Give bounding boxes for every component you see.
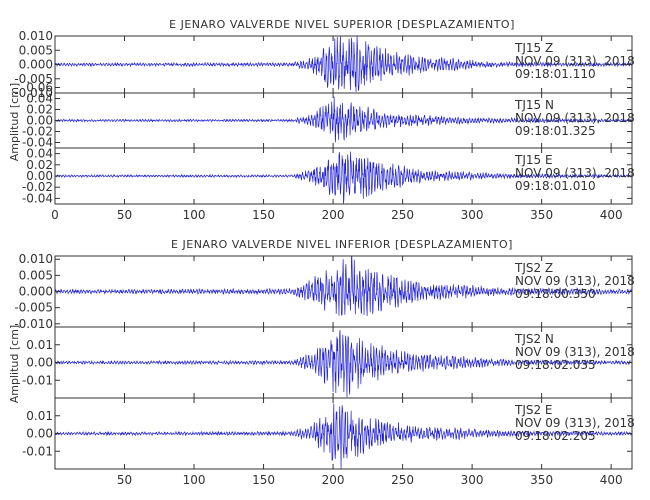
time-label: 09:18:02.205 — [515, 429, 596, 443]
station-label: TJS2 Z — [514, 261, 553, 275]
y-tick-label: 0.005 — [19, 43, 53, 57]
y-tick-label: 0.005 — [19, 268, 53, 282]
y-tick-label: 0.02 — [26, 158, 53, 172]
y-tick-label: 0.00 — [26, 356, 53, 370]
lower-ylabel: Amplitud [cm] — [8, 325, 21, 403]
y-tick-label: 0.04 — [26, 92, 53, 106]
station-label: TJS2 N — [514, 332, 554, 346]
y-tick-label: -0.01 — [22, 373, 53, 387]
x-tick-label: 100 — [183, 473, 206, 487]
date-label: NOV 09 (313), 2018 — [515, 54, 635, 68]
upper-waveform-TJ15-Z — [54, 35, 633, 93]
y-tick-label: 0.01 — [26, 409, 53, 423]
date-label: NOV 09 (313), 2018 — [515, 345, 635, 359]
x-tick-label: 350 — [530, 473, 553, 487]
time-label: 09:18:00.350 — [515, 287, 596, 301]
date-label: NOV 09 (313), 2018 — [515, 111, 635, 125]
y-tick-label: -0.010 — [14, 86, 53, 100]
y-tick-label: 0.02 — [26, 103, 53, 117]
x-tick-label: 0 — [51, 208, 59, 222]
x-tick-label: 350 — [530, 208, 553, 222]
x-tick-label: 250 — [391, 473, 414, 487]
x-tick-label: 400 — [600, 473, 623, 487]
y-tick-label: 0.00 — [26, 114, 53, 128]
y-tick-label: 0.00 — [26, 427, 53, 441]
x-tick-label: 300 — [461, 208, 484, 222]
y-tick-label: 0.04 — [26, 147, 53, 161]
date-label: NOV 09 (313), 2018 — [515, 274, 635, 288]
station-label: TJ15 Z — [514, 41, 553, 55]
y-tick-label: -0.005 — [14, 301, 53, 315]
y-tick-label: 0.010 — [19, 29, 53, 43]
time-label: 09:18:01.010 — [515, 179, 596, 193]
x-tick-label: 50 — [117, 208, 132, 222]
time-label: 09:18:01.325 — [515, 124, 596, 138]
upper-ylabel: Amplitud [cm] — [8, 83, 21, 161]
x-tick-label: 150 — [252, 473, 275, 487]
x-tick-label: 200 — [322, 473, 345, 487]
y-tick-label: 0.01 — [26, 338, 53, 352]
lower-waveform-TJS2-Z — [54, 255, 633, 317]
y-tick-label: -0.01 — [22, 444, 53, 458]
x-tick-label: 100 — [183, 208, 206, 222]
lower-waveform-TJS2-N — [54, 330, 633, 398]
y-tick-label: -0.04 — [22, 191, 53, 205]
y-tick-label: -0.02 — [22, 180, 53, 194]
x-tick-label: 50 — [117, 473, 132, 487]
station-label: TJS2 E — [514, 403, 553, 417]
time-label: 09:18:02.035 — [515, 358, 596, 372]
station-label: TJ15 E — [514, 153, 553, 167]
date-label: NOV 09 (313), 2018 — [515, 416, 635, 430]
time-label: 09:18:01.110 — [515, 67, 596, 81]
lower-title: E JENARO VALVERDE NIVEL INFERIOR [DESPLA… — [171, 238, 513, 251]
y-tick-label: -0.04 — [22, 136, 53, 150]
x-tick-label: 400 — [600, 208, 623, 222]
station-label: TJ15 N — [514, 98, 554, 112]
y-tick-label: -0.010 — [14, 317, 53, 331]
x-tick-label: 200 — [322, 208, 345, 222]
lower-waveform-TJS2-E — [54, 403, 633, 470]
upper-waveform-TJ15-N — [54, 96, 633, 143]
upper-title: E JENARO VALVERDE NIVEL SUPERIOR [DESPLA… — [169, 18, 515, 31]
y-tick-label: 0.00 — [26, 169, 53, 183]
y-tick-label: -0.005 — [14, 72, 53, 86]
x-tick-label: 250 — [391, 208, 414, 222]
date-label: NOV 09 (313), 2018 — [515, 166, 635, 180]
x-tick-label: 300 — [461, 473, 484, 487]
y-tick-label: 0.06 — [26, 81, 53, 95]
x-tick-label: 150 — [252, 208, 275, 222]
y-tick-label: 0.000 — [19, 58, 53, 72]
y-tick-label: 0.010 — [19, 252, 53, 266]
y-tick-label: 0.000 — [19, 285, 53, 299]
y-tick-label: -0.02 — [22, 125, 53, 139]
